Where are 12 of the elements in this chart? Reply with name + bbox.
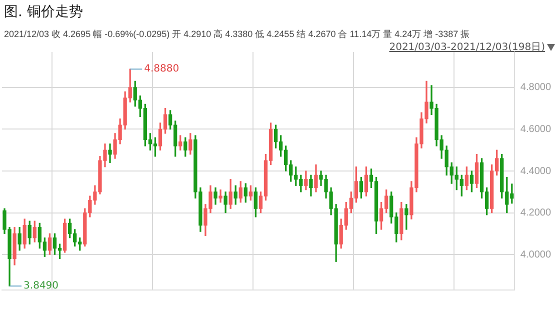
chart-title: 图. 铜价走势 — [4, 3, 83, 21]
candlestick — [218, 189, 222, 203]
annotation: 2021/03/03-2021/12/03(198日) — [389, 42, 545, 53]
text: 2021/12/03 收 4.2695 幅 -0.69%(-0.0295) 开 4.2910 高 4.3380 低 4.2455 结 4.2670 合 11.14万 量 4.24万 增 -3387 振 — [4, 28, 470, 41]
y-tick-label: 4.4000 — [520, 166, 552, 177]
y-tick-label: 4.6000 — [520, 124, 552, 135]
y-tick-label: 4.8000 — [520, 82, 552, 94]
candlestick — [108, 144, 112, 163]
y-tick-label: 4.2000 — [520, 208, 552, 219]
annotation: 3.8490 — [24, 280, 59, 292]
y-tick-label: 4.0000 — [520, 249, 552, 260]
annotation: 4.8880 — [144, 64, 180, 75]
